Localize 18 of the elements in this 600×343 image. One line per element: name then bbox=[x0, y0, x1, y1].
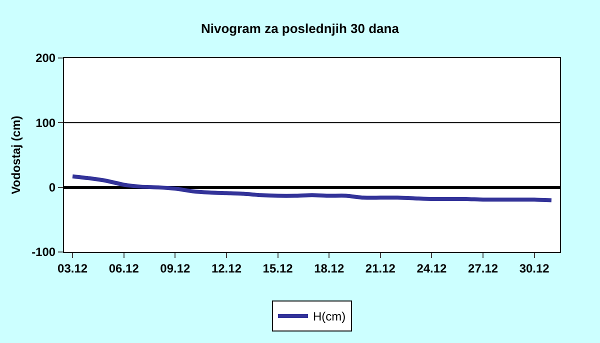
x-tick-label: 12.12 bbox=[211, 261, 242, 276]
x-tick-label: 18.12 bbox=[314, 261, 344, 276]
x-tick-label: 30.12 bbox=[519, 261, 550, 276]
x-tick-label: 03.12 bbox=[58, 261, 88, 276]
y-tick-label: -100 bbox=[32, 245, 56, 260]
x-tick-label: 21.12 bbox=[365, 261, 396, 276]
x-tick-label: 09.12 bbox=[160, 261, 191, 276]
chart-title: Nivogram za poslednjih 30 dana bbox=[201, 21, 400, 36]
x-tick-label: 06.12 bbox=[108, 261, 140, 276]
legend-label: H(cm) bbox=[313, 310, 346, 324]
x-tick-label: 24.12 bbox=[416, 261, 448, 276]
y-tick-label: 0 bbox=[48, 180, 56, 195]
y-tick-label: 200 bbox=[36, 51, 56, 66]
line-series bbox=[70, 174, 554, 202]
x-tick-label: 15.12 bbox=[262, 261, 294, 276]
x-tick-label: 27.12 bbox=[468, 261, 498, 276]
y-tick-label: 100 bbox=[36, 116, 56, 130]
y-axis-title: Vodostaj (cm) bbox=[8, 116, 23, 194]
